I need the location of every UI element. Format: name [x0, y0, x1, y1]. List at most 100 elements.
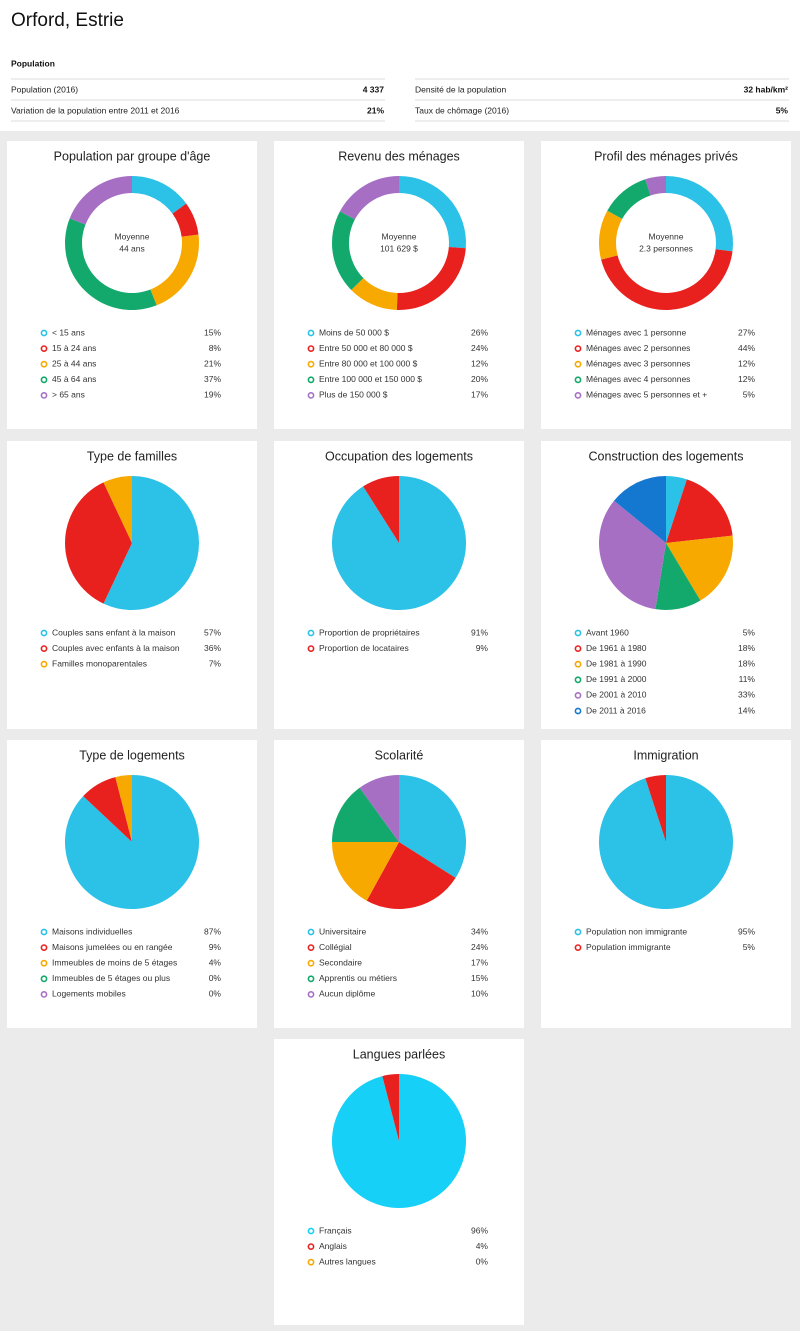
legend-label: Maisons individuelles	[52, 926, 132, 936]
legend-value: 57%	[204, 627, 221, 637]
legend-label: Immeubles de moins de 5 étages	[52, 957, 177, 967]
donut-segment	[607, 179, 651, 219]
pie-slice	[666, 535, 733, 601]
legend-value: 24%	[471, 942, 488, 952]
donut-segment	[666, 176, 733, 252]
header-bg	[0, 0, 800, 131]
pie-slice	[613, 476, 666, 543]
legend-marker	[574, 391, 582, 399]
pie-slice	[366, 842, 456, 909]
legend-marker	[307, 345, 315, 352]
legend-marker	[307, 975, 315, 983]
chart-title: Scolarité	[375, 748, 424, 762]
center-value: 101 629 $	[380, 243, 418, 253]
legend-label: Apprentis ou métiers	[319, 973, 397, 983]
legend-label: De 2011 à 2016	[586, 705, 646, 715]
legend-label: Ménages avec 5 personnes et +	[586, 390, 707, 400]
stat-label: Variation de la population entre 2011 et…	[11, 105, 180, 115]
pie-slice	[332, 1074, 467, 1208]
donut-segment	[172, 203, 199, 237]
donut-segment	[645, 176, 666, 196]
legend-label: Population immigrante	[586, 942, 671, 952]
legend-marker	[574, 376, 582, 384]
legend-value: 9%	[209, 942, 222, 952]
legend-marker	[574, 345, 582, 352]
legend-label: Entre 100 000 et 150 000 $	[319, 374, 422, 384]
legend-label: De 1981 à 1990	[586, 658, 647, 668]
legend-label: Couples avec enfants à la maison	[52, 643, 180, 653]
legend-label: 45 à 64 ans	[52, 374, 96, 384]
legend-label: < 15 ans	[52, 327, 85, 337]
legend-value: 18%	[738, 643, 755, 653]
stat-label: Taux de chômage (2016)	[415, 105, 509, 115]
donut-segment	[132, 176, 187, 214]
legend-value: 10%	[471, 989, 488, 999]
legend-label: De 2001 à 2010	[586, 690, 647, 700]
legend-marker	[307, 360, 315, 368]
chart-title: Langues parlées	[353, 1047, 445, 1061]
legend-marker	[307, 944, 315, 951]
legend-label: Proportion de propriétaires	[319, 627, 420, 637]
legend-label: Plus de 150 000 $	[319, 390, 388, 400]
legend-marker	[574, 629, 582, 637]
legend-label: Couples sans enfant à la maison	[52, 627, 176, 637]
legend-label: Population non immigrante	[586, 926, 687, 936]
legend-value: 27%	[738, 327, 755, 337]
donut-segment	[351, 278, 398, 310]
legend-label: Immeubles de 5 étages ou plus	[52, 973, 170, 983]
legend-marker	[40, 991, 48, 998]
stat-value: 21%	[367, 105, 384, 115]
donut-segment	[150, 234, 199, 306]
chart-title: Occupation des logements	[325, 449, 473, 463]
legend-value: 95%	[738, 926, 755, 936]
legend-label: De 1961 à 1980	[586, 643, 647, 653]
donut-segment	[69, 176, 132, 225]
chart-title: Type de familles	[87, 449, 177, 463]
legend-marker	[307, 1243, 315, 1250]
legend-value: 18%	[738, 658, 755, 668]
legend-label: Ménages avec 1 personne	[586, 327, 686, 337]
legend-value: 14%	[738, 705, 755, 715]
pie-slice	[83, 777, 132, 842]
legend-marker	[307, 329, 315, 337]
pie-slice	[599, 775, 734, 909]
pie-slice	[103, 476, 200, 610]
legend-value: 4%	[476, 1241, 489, 1251]
legend-label: Secondaire	[319, 957, 362, 967]
legend-label: Universitaire	[319, 926, 367, 936]
legend-marker	[307, 1258, 315, 1266]
chart-title: Revenu des ménages	[338, 149, 460, 163]
legend-value: 4%	[209, 957, 222, 967]
pie-slice	[332, 787, 399, 842]
legend-marker	[307, 376, 315, 384]
pie-slice	[103, 476, 132, 543]
legend-label: Collégial	[319, 942, 352, 952]
stat-value: 32 hab/km²	[744, 84, 789, 94]
legend-label: Autres langues	[319, 1256, 376, 1266]
pie-slice	[666, 476, 687, 543]
legend-marker	[574, 928, 582, 936]
legend-value: 0%	[209, 973, 222, 983]
chart-title: Type de logements	[79, 748, 185, 762]
legend-value: 12%	[471, 358, 488, 368]
legend-value: 36%	[204, 643, 221, 653]
legend-marker	[574, 329, 582, 337]
legend-value: 12%	[738, 358, 755, 368]
donut-segment	[65, 218, 157, 310]
legend-marker	[307, 1227, 315, 1235]
legend-label: Ménages avec 3 personnes	[586, 358, 690, 368]
legend-label: Familles monoparentales	[52, 658, 147, 668]
pie-slice	[65, 482, 132, 604]
legend-marker	[574, 707, 582, 715]
legend-label: Anglais	[319, 1241, 347, 1251]
legend-value: 7%	[209, 658, 222, 668]
legend-marker	[307, 391, 315, 399]
legend-value: 44%	[738, 343, 755, 353]
legend-value: 5%	[743, 627, 756, 637]
legend-marker	[40, 928, 48, 936]
legend-marker	[40, 645, 48, 652]
legend-label: Ménages avec 2 personnes	[586, 343, 690, 353]
pie-slice	[666, 479, 733, 543]
legend-label: > 65 ans	[52, 390, 85, 400]
legend-value: 5%	[743, 942, 756, 952]
